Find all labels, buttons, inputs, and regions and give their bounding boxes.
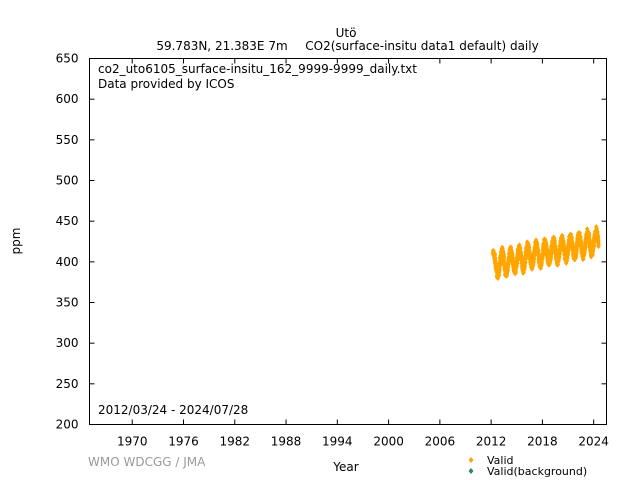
- x-tick-label: 2018: [527, 435, 558, 449]
- data-point: [596, 237, 601, 243]
- chart-subtitle-location: 59.783N, 21.383E 7m: [156, 39, 287, 53]
- data-point: [540, 249, 546, 256]
- provider-annotation: Data provided by ICOS: [98, 77, 234, 91]
- legend-label-valid: Valid: [487, 454, 514, 467]
- data-point: [548, 254, 554, 260]
- data-point: [492, 251, 498, 257]
- series-valid: [490, 224, 601, 281]
- data-point: [570, 239, 575, 245]
- y-axis-label: ppm: [9, 228, 23, 255]
- x-tick-label: 1970: [117, 435, 148, 449]
- data-point: [557, 254, 562, 260]
- data-point: [506, 258, 512, 264]
- data-point: [510, 256, 516, 262]
- legend-marker-valid-background: [468, 468, 474, 474]
- data-point: [560, 232, 565, 239]
- data-point: [575, 244, 580, 250]
- data-point: [561, 242, 567, 249]
- legend: Valid Valid(background): [468, 454, 587, 478]
- data-point: [544, 243, 549, 250]
- data-point: [514, 260, 520, 266]
- data-point: [558, 246, 563, 252]
- data-point: [566, 247, 571, 253]
- data-point: [524, 251, 529, 258]
- legend-label-valid-background: Valid(background): [487, 465, 587, 478]
- x-tick-label: 2024: [578, 435, 609, 449]
- y-tick-label: 200: [56, 418, 79, 432]
- credit-label: WMO WDCGG / JMA: [88, 455, 206, 469]
- data-point: [584, 226, 590, 232]
- data-point: [595, 229, 600, 235]
- data-point: [544, 246, 550, 252]
- data-point: [596, 243, 601, 249]
- data-point: [557, 250, 563, 256]
- chart-title: Utö: [336, 26, 357, 40]
- plot-area: [89, 58, 607, 425]
- y-tick-label: 250: [56, 377, 79, 391]
- data-point: [549, 250, 554, 257]
- data-point: [497, 267, 502, 273]
- y-tick-label: 400: [56, 255, 79, 269]
- y-tick-label: 450: [56, 214, 79, 228]
- x-axis-label: Year: [332, 460, 358, 474]
- chart-subtitle-series: CO2(surface-insitu data1 default) daily: [305, 39, 538, 53]
- x-axis: 1970 1976 1982 1988 1994 2000 2006 2012 2018 2024: [117, 58, 609, 449]
- filename-annotation: co2_uto6105_surface-insitu_162_9999-9999…: [98, 62, 417, 76]
- data-point: [502, 260, 507, 266]
- y-tick-label: 300: [56, 336, 79, 350]
- data-point: [579, 243, 584, 249]
- data-point: [555, 262, 561, 268]
- x-tick-label: 1976: [168, 435, 199, 449]
- y-axis: 200 250 300 350 400 450 500 550 600 650: [56, 52, 607, 432]
- data-point: [582, 251, 587, 257]
- data-point: [587, 239, 593, 246]
- data-point: [539, 259, 545, 265]
- data-point: [553, 245, 558, 251]
- data-point: [569, 234, 575, 240]
- data-point: [581, 256, 586, 262]
- data-point: [588, 242, 593, 248]
- data-point: [502, 262, 508, 269]
- x-tick-label: 2012: [476, 435, 507, 449]
- data-point: [501, 254, 507, 260]
- x-tick-label: 1994: [322, 435, 353, 449]
- data-point: [506, 264, 511, 270]
- x-tick-label: 1982: [219, 435, 250, 449]
- data-point: [523, 259, 528, 265]
- data-point: [591, 242, 597, 248]
- period-annotation: 2012/03/24 - 2024/07/28: [98, 403, 248, 417]
- data-point: [526, 245, 532, 251]
- y-tick-label: 550: [56, 133, 79, 147]
- x-tick-label: 2000: [373, 435, 404, 449]
- data-point: [577, 230, 582, 236]
- data-point: [565, 255, 570, 262]
- data-point: [536, 248, 541, 255]
- data-point: [545, 249, 550, 255]
- y-tick-label: 500: [56, 174, 79, 188]
- y-tick-label: 350: [56, 296, 79, 310]
- data-point: [513, 269, 519, 275]
- legend-marker-valid: [468, 457, 474, 463]
- data-point: [505, 267, 511, 274]
- y-tick-label: 650: [56, 52, 79, 66]
- x-tick-label: 2006: [425, 435, 456, 449]
- x-tick-label: 1988: [271, 435, 302, 449]
- y-tick-label: 600: [56, 92, 79, 106]
